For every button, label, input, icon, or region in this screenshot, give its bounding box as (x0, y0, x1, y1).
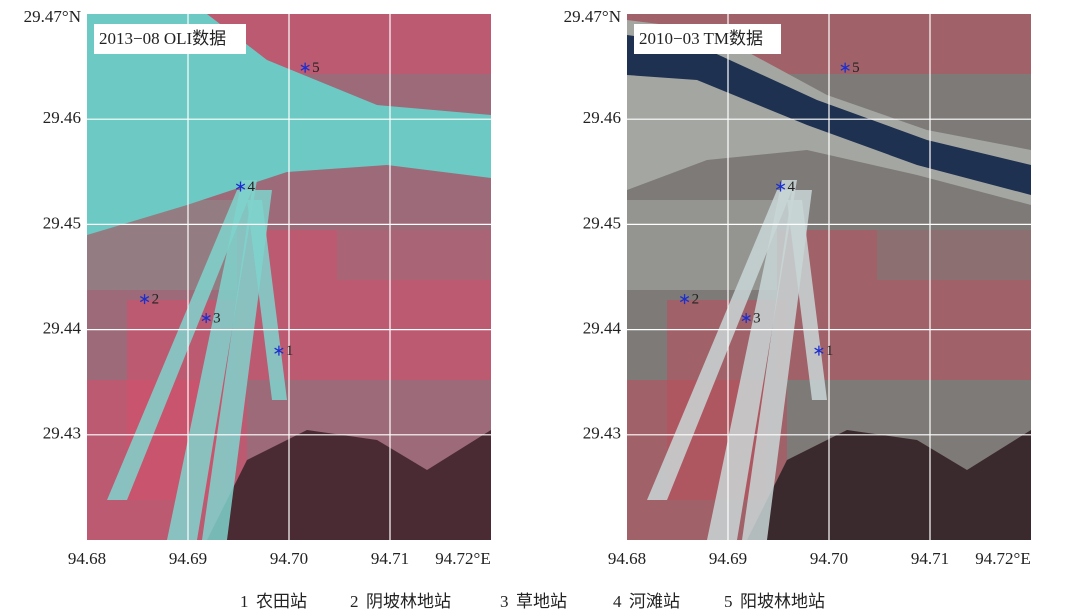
station-number: 4 (248, 179, 256, 195)
panel-label: 2010−03 TM数据 (639, 29, 763, 48)
station-number: 3 (753, 310, 761, 326)
y-tick-label: 29.44 (43, 319, 82, 338)
y-tick-label: 29.44 (583, 319, 622, 338)
panel-label: 2013−08 OLI数据 (99, 29, 226, 48)
legend-name: 河滩站 (629, 592, 680, 611)
station-number: 4 (788, 179, 796, 195)
y-tick-label: 29.47°N (564, 7, 621, 26)
station-number: 5 (312, 60, 320, 76)
station-number: 1 (826, 343, 834, 359)
y-tick-label: 29.46 (43, 108, 81, 127)
x-tick-label: 94.69 (169, 549, 207, 568)
legend-name: 农田站 (256, 592, 307, 611)
x-tick-label: 94.72°E (975, 549, 1030, 568)
x-tick-label: 94.70 (810, 549, 848, 568)
legend-name: 阴坡林地站 (366, 592, 451, 611)
station-number: 3 (213, 310, 221, 326)
land-cover (337, 200, 491, 280)
land-cover (877, 200, 1031, 280)
legend-number: 1 (240, 592, 249, 611)
station-number: 1 (286, 343, 294, 359)
y-tick-label: 29.43 (43, 424, 81, 443)
y-tick-label: 29.45 (43, 213, 81, 232)
station-number: 2 (692, 292, 700, 308)
x-tick-label: 94.68 (608, 549, 646, 568)
y-tick-label: 29.43 (583, 424, 621, 443)
x-tick-label: 94.72°E (435, 549, 490, 568)
x-tick-label: 94.71 (371, 549, 409, 568)
x-tick-label: 94.71 (911, 549, 949, 568)
legend-number: 3 (500, 592, 509, 611)
legend-name: 阳坡林地站 (740, 592, 825, 611)
legend-name: 草地站 (516, 592, 567, 611)
legend-number: 4 (613, 592, 622, 611)
station-number: 2 (152, 292, 160, 308)
station-number: 5 (852, 60, 860, 76)
y-tick-label: 29.46 (583, 108, 621, 127)
x-tick-label: 94.70 (270, 549, 308, 568)
y-tick-label: 29.45 (583, 213, 621, 232)
x-tick-label: 94.69 (709, 549, 747, 568)
y-tick-label: 29.47°N (24, 7, 81, 26)
legend-number: 5 (724, 592, 733, 611)
figure: 94.68 94.69 94.70 94.71 94.72°E 29.43 29.44 29.… (0, 0, 1071, 614)
legend-number: 2 (350, 592, 359, 611)
x-tick-label: 94.68 (68, 549, 106, 568)
